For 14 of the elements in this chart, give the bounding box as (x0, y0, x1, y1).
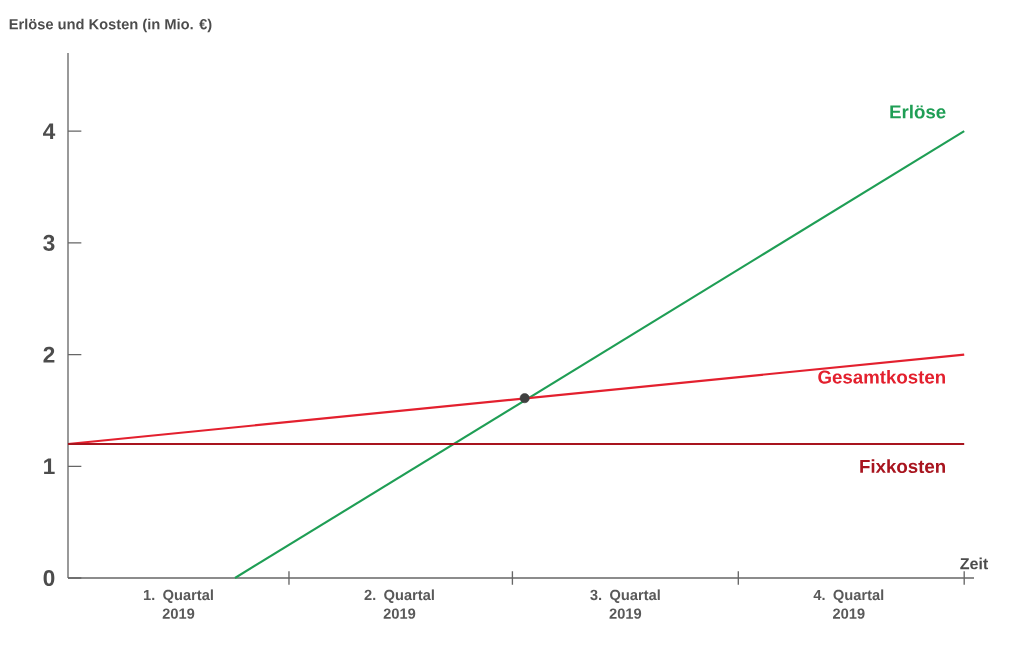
y-tick-label: 0 (43, 569, 55, 587)
x-tick-label: 3. Quartal 2019 (590, 589, 660, 619)
x-tick-label: 1. Quartal 2019 (143, 589, 213, 619)
series-label: Gesamtkosten (818, 369, 945, 384)
y-tick-label: 4 (43, 123, 56, 139)
y-tick-label: 2 (43, 346, 55, 363)
series-label: Erlöse (890, 104, 946, 119)
y-tick-label: 3 (43, 234, 55, 251)
y-tick-label: 1 (44, 458, 55, 475)
x-axis-title: Zeit (960, 557, 989, 570)
y-axis-title: Erlöse und Kosten (in Mio. €) (9, 18, 212, 33)
x-tick-label: 2. Quartal 2019 (364, 589, 434, 619)
x-tick-label: 4. Quartal 2019 (813, 589, 884, 619)
series-label: Fixkosten (860, 459, 945, 474)
